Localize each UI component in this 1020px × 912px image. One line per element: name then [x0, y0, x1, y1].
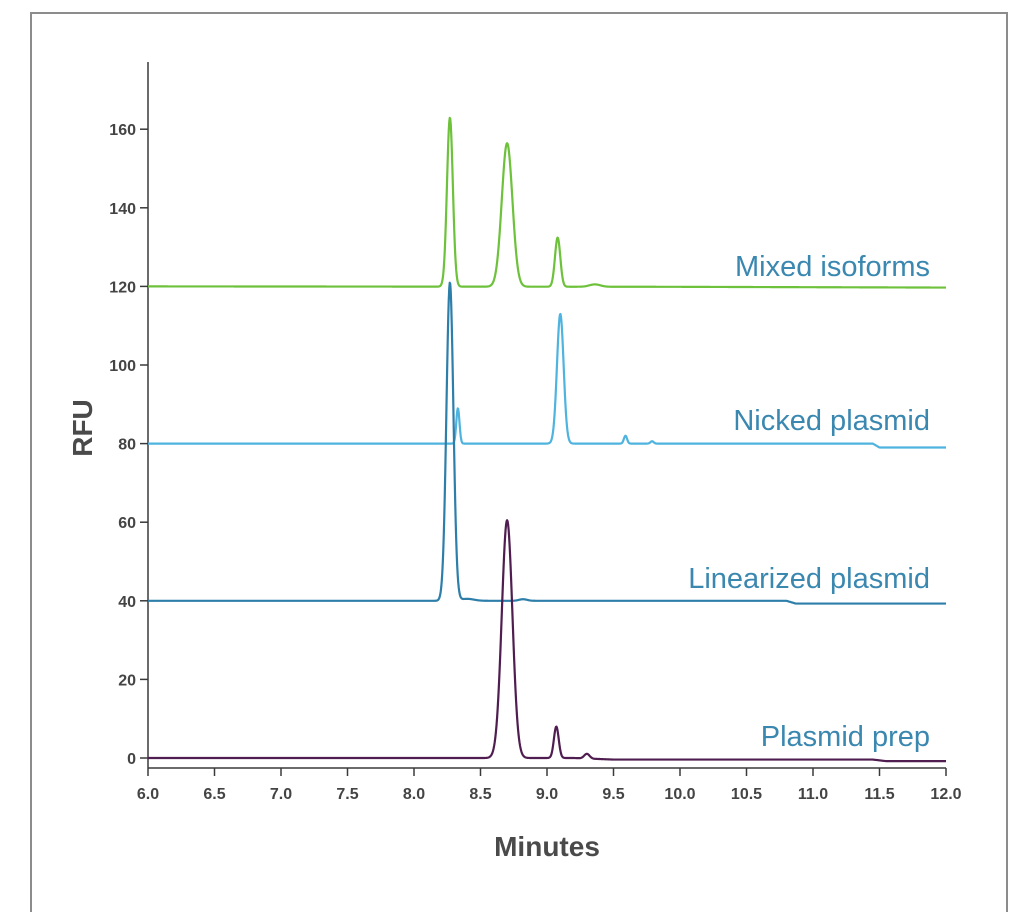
x-tick-label: 11.0 — [798, 786, 828, 803]
y-tick-label: 40 — [118, 594, 136, 611]
series-line — [147, 312, 947, 449]
traces — [147, 116, 947, 763]
y-axis-title: RFU — [67, 399, 98, 457]
y-tick-label: 60 — [118, 515, 136, 532]
y-tick-label: 100 — [109, 358, 136, 375]
x-tick-label: 7.5 — [336, 786, 358, 803]
chromatogram-chart: 0 20 40 60 80 100 120 140 160 6.0 6.5 7.0 7.5 8.0 8.5… — [67, 62, 962, 862]
x-tick-label: 11.5 — [864, 786, 894, 803]
series-line — [147, 519, 947, 763]
x-tick-label: 6.0 — [137, 786, 159, 803]
x-tick-label: 12.0 — [930, 786, 961, 803]
series-label: Mixed isoforms — [735, 251, 930, 283]
y-tick-label: 120 — [109, 279, 136, 296]
x-tick-label: 8.5 — [469, 786, 491, 803]
x-tick-label: 9.5 — [602, 786, 624, 803]
series-line — [147, 281, 947, 605]
y-tick-label: 140 — [109, 201, 136, 218]
series-label: Linearized plasmid — [688, 563, 930, 595]
series-labels: Mixed isoforms Nicked plasmid Linearized p… — [688, 251, 930, 753]
x-tick-label: 7.0 — [270, 786, 292, 803]
y-tick-label: 160 — [109, 122, 136, 139]
series-line — [147, 116, 947, 289]
x-tick-label: 10.0 — [664, 786, 695, 803]
y-tick-label: 20 — [118, 672, 136, 689]
y-tick-label: 0 — [127, 751, 136, 768]
chart-frame — [30, 12, 1008, 912]
series-label: Plasmid prep — [761, 721, 930, 753]
y-tick-label: 80 — [118, 437, 136, 454]
x-axis-title: Minutes — [494, 831, 600, 862]
x-tick-label: 8.0 — [403, 786, 425, 803]
x-ticks: 6.0 6.5 7.0 7.5 8.0 8.5 9.0 9.5 10.0 10.5 11.0 11.5… — [137, 768, 962, 803]
x-tick-label: 6.5 — [203, 786, 225, 803]
y-ticks: 0 20 40 60 80 100 120 140 160 — [109, 122, 148, 768]
series-label: Nicked plasmid — [733, 405, 930, 437]
x-tick-label: 10.5 — [731, 786, 762, 803]
x-tick-label: 9.0 — [536, 786, 558, 803]
